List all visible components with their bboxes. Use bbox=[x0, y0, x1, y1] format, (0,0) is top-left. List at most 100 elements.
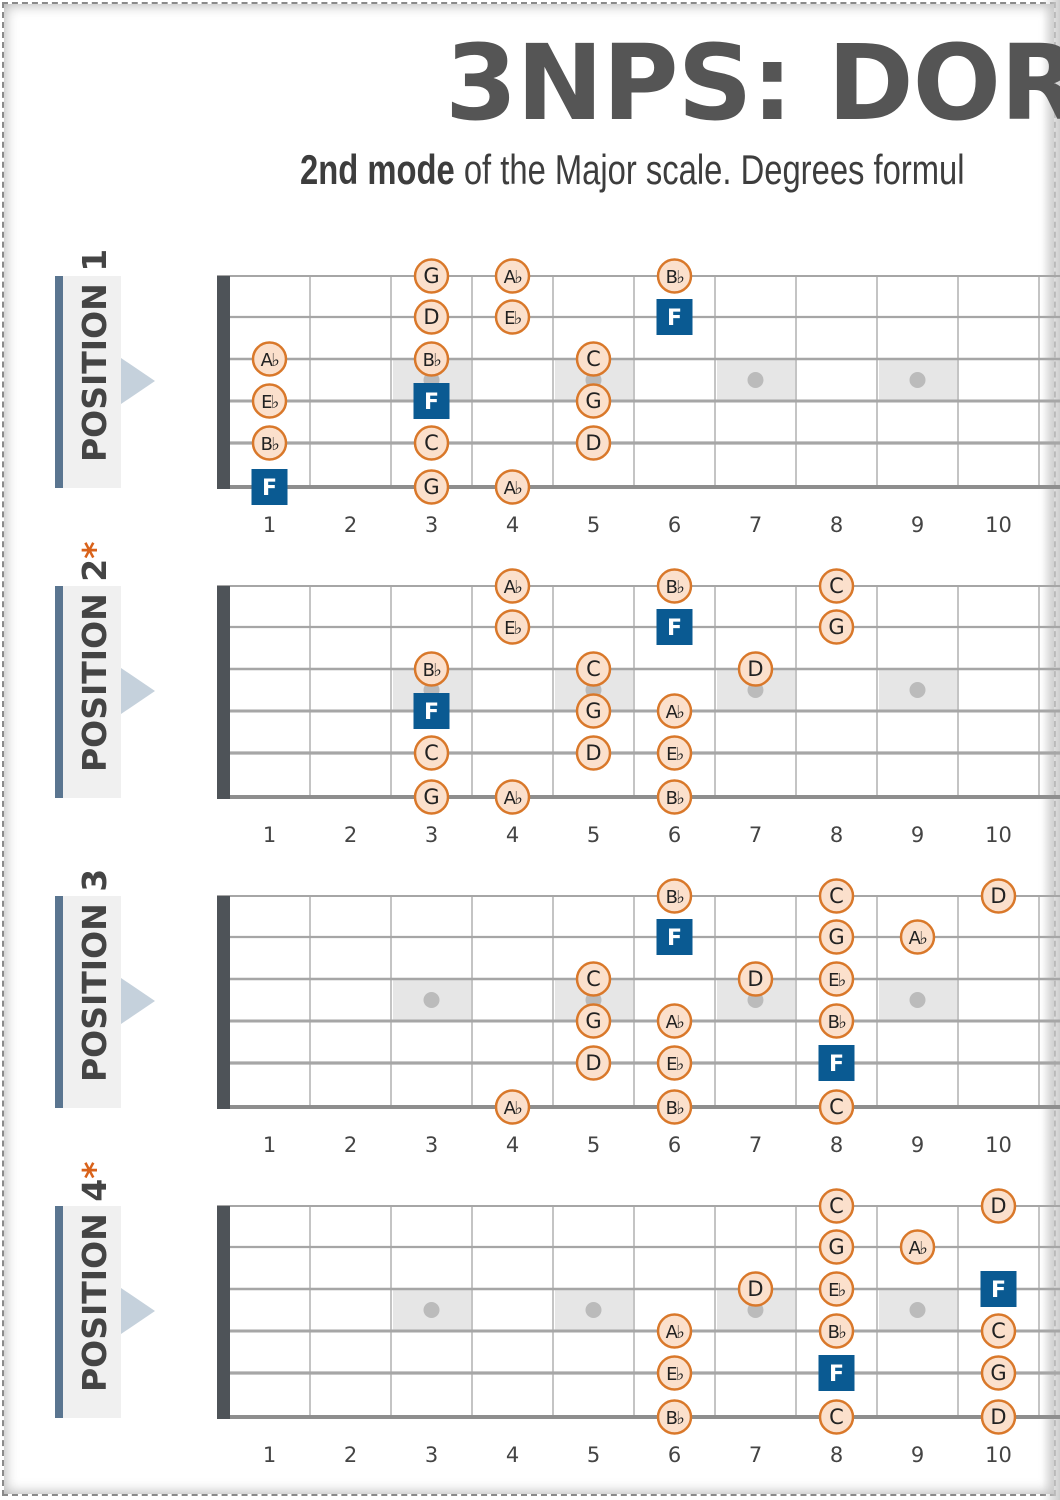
scale-note-marker bbox=[818, 1229, 855, 1265]
inlay-dot bbox=[423, 992, 440, 1008]
inlay-dot bbox=[747, 372, 764, 388]
root-note-marker bbox=[413, 693, 450, 729]
scale-note-label: C bbox=[829, 574, 844, 598]
subtitle-bold: 2nd mode bbox=[300, 146, 455, 193]
inlay-dot bbox=[909, 1302, 926, 1318]
scale-note-marker bbox=[818, 1271, 855, 1307]
position-label-box bbox=[55, 896, 121, 1108]
scale-note-marker bbox=[251, 425, 288, 461]
scale-note-marker bbox=[251, 341, 288, 377]
scale-note-label: C bbox=[424, 431, 439, 455]
scale-note-marker bbox=[575, 735, 612, 771]
scale-note-marker bbox=[413, 651, 450, 687]
scale-note-label: B♭ bbox=[666, 577, 684, 598]
scale-note-marker bbox=[656, 1045, 693, 1081]
scale-note-label: A♭ bbox=[504, 577, 522, 598]
scale-note-label: A♭ bbox=[504, 1098, 522, 1119]
scale-note-label: G bbox=[828, 1235, 844, 1259]
scale-note-label: A♭ bbox=[504, 478, 522, 499]
fret-number: 5 bbox=[587, 823, 600, 847]
scale-note-marker bbox=[494, 469, 531, 505]
scale-note-label: B♭ bbox=[423, 350, 441, 371]
nut bbox=[217, 276, 230, 489]
scale-note-label: B♭ bbox=[666, 887, 684, 908]
root-note-marker bbox=[818, 1355, 855, 1391]
fret-number: 1 bbox=[263, 513, 276, 537]
scale-note-marker bbox=[656, 878, 693, 914]
scale-note-marker bbox=[656, 693, 693, 729]
scale-note-label: D bbox=[990, 1194, 1006, 1218]
root-note-marker bbox=[413, 383, 450, 419]
scale-note-marker bbox=[656, 1355, 693, 1391]
scale-note-marker bbox=[251, 383, 288, 419]
scale-note-marker bbox=[413, 735, 450, 771]
fret-number: 7 bbox=[749, 513, 762, 537]
scale-note-label: D bbox=[990, 1405, 1006, 1429]
fret-number: 8 bbox=[830, 1443, 843, 1467]
scale-note-marker bbox=[818, 1313, 855, 1349]
scale-note-label: A♭ bbox=[504, 267, 522, 288]
fret-number: 4 bbox=[506, 513, 519, 537]
scale-note-marker bbox=[413, 299, 450, 335]
fret-number: 4 bbox=[506, 1133, 519, 1157]
position-label: POSITION 1 bbox=[75, 249, 114, 462]
position-1: POSITION 1 1 2 3 4 5 6 7 8 9 10 G A♭ B♭ D E♭ F A♭ B♭ C E♭ F G B… bbox=[55, 249, 1060, 537]
root-note-marker bbox=[818, 1045, 855, 1081]
scale-note-marker bbox=[575, 425, 612, 461]
root-note-label: F bbox=[667, 306, 682, 331]
scale-note-marker bbox=[818, 568, 855, 604]
scale-note-label: C bbox=[829, 1095, 844, 1119]
scale-note-marker bbox=[737, 1271, 774, 1307]
pointer-triangle-icon bbox=[121, 1288, 155, 1334]
fret-number: 2 bbox=[344, 513, 357, 537]
scale-note-label: G bbox=[990, 1361, 1006, 1385]
fret-number: 10 bbox=[985, 513, 1012, 537]
scale-note-marker bbox=[413, 341, 450, 377]
fret-number: 8 bbox=[830, 1133, 843, 1157]
fret-number: 8 bbox=[830, 513, 843, 537]
scale-note-label: C bbox=[424, 741, 439, 765]
scale-note-marker bbox=[656, 1313, 693, 1349]
fret-number: 9 bbox=[911, 1443, 924, 1467]
fret-number: 10 bbox=[985, 823, 1012, 847]
scale-note-label: B♭ bbox=[423, 660, 441, 681]
scale-note-marker bbox=[575, 693, 612, 729]
page-title: 3NPS: DOR bbox=[445, 22, 1060, 144]
scale-note-label: B♭ bbox=[666, 267, 684, 288]
scale-note-marker bbox=[575, 341, 612, 377]
root-note-marker bbox=[656, 919, 693, 955]
scale-note-marker bbox=[980, 1313, 1017, 1349]
scale-note-marker bbox=[575, 1003, 612, 1039]
pointer-triangle-icon bbox=[121, 668, 155, 714]
fret-number: 9 bbox=[911, 1133, 924, 1157]
scale-note-marker bbox=[980, 1188, 1017, 1224]
position-label: POSITION 2* bbox=[75, 542, 114, 772]
scale-note-marker bbox=[656, 779, 693, 815]
fret-number: 5 bbox=[587, 513, 600, 537]
fret-number: 1 bbox=[263, 1443, 276, 1467]
position-label-bar bbox=[55, 896, 63, 1108]
nut bbox=[217, 586, 230, 799]
fret-number: 2 bbox=[344, 1443, 357, 1467]
scale-note-marker bbox=[656, 568, 693, 604]
scale-note-marker bbox=[575, 383, 612, 419]
scale-note-label: B♭ bbox=[666, 788, 684, 809]
scale-note-label: C bbox=[586, 967, 601, 991]
root-note-label: F bbox=[829, 1362, 844, 1387]
scale-note-marker bbox=[899, 919, 936, 955]
fret-number: 3 bbox=[425, 1133, 438, 1157]
scale-note-label: E♭ bbox=[828, 1280, 845, 1301]
scale-note-label: G bbox=[828, 925, 844, 949]
fret-number: 1 bbox=[263, 823, 276, 847]
scale-note-label: C bbox=[829, 1194, 844, 1218]
position-label-box bbox=[55, 1206, 121, 1418]
scale-note-label: A♭ bbox=[666, 1322, 684, 1343]
scale-note-label: C bbox=[586, 657, 601, 681]
scale-note-label: C bbox=[991, 1319, 1006, 1343]
scale-note-label: A♭ bbox=[909, 1238, 927, 1259]
root-note-label: F bbox=[424, 390, 439, 415]
scale-note-label: D bbox=[585, 741, 601, 765]
fret-number: 6 bbox=[668, 1133, 681, 1157]
root-note-label: F bbox=[667, 926, 682, 951]
scale-note-label: D bbox=[585, 1051, 601, 1075]
